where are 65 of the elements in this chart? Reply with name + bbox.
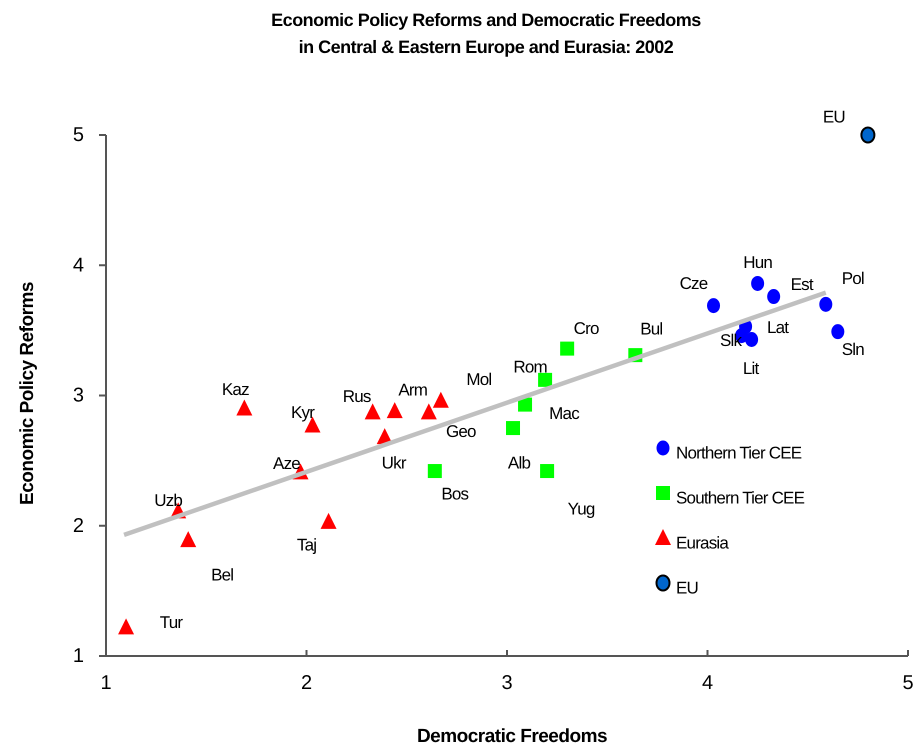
legend-label: Northern Tier CEE	[676, 444, 802, 462]
x-tick-label: 2	[300, 672, 312, 694]
point	[420, 403, 437, 420]
point	[118, 618, 134, 634]
data-label: Pol	[842, 268, 864, 288]
data-label: Kaz	[222, 380, 250, 400]
data-label: Alb	[508, 454, 530, 473]
point	[236, 400, 252, 416]
y-tick-label: 3	[72, 384, 84, 406]
point	[767, 289, 780, 304]
data-label: Bel	[211, 566, 234, 585]
y-axis-title: Economic Policy Reforms	[17, 282, 38, 505]
chart-title: Economic Policy Reforms and Democratic Freedoms in Central & Eastern Europe and Eurasia: 2002	[271, 10, 702, 57]
data-label: Mac	[549, 404, 580, 424]
data-label: Ukr	[382, 454, 407, 473]
x-tick-label: 1	[100, 672, 112, 694]
data-label: Lit	[742, 358, 760, 378]
point	[364, 403, 381, 420]
data-label: Cze	[680, 274, 708, 294]
data-label: Geo	[446, 422, 476, 441]
point	[540, 464, 554, 478]
data-label: Lat	[766, 318, 790, 337]
y-tick-label: 4	[72, 254, 84, 276]
point	[506, 421, 520, 436]
point	[428, 464, 442, 478]
data-label: Mol	[466, 370, 492, 390]
data-label: Bul	[640, 320, 662, 339]
legend-label: EU	[676, 578, 698, 598]
point	[180, 531, 196, 548]
data-label: Aze	[273, 454, 300, 473]
point	[860, 126, 876, 144]
point	[707, 298, 720, 314]
x-tick-label: 4	[702, 672, 714, 694]
data-label: Taj	[296, 535, 316, 554]
data-label: Rom	[513, 357, 548, 376]
data-label: Hun	[743, 252, 772, 272]
data-label: Slk	[720, 331, 742, 350]
y-tick-label: 5	[72, 124, 84, 146]
point	[432, 392, 449, 408]
legend-label: Southern Tier CEE	[676, 488, 805, 508]
point	[819, 296, 832, 312]
data-label: EU	[822, 108, 845, 126]
data-label: Uzb	[154, 490, 182, 510]
x-tick-label: 3	[501, 672, 513, 694]
y-tick-label: 1	[72, 645, 84, 667]
point	[831, 324, 844, 340]
data-label: Bos	[441, 484, 469, 504]
data-label: Rus	[342, 386, 371, 406]
data-label: Kyr	[290, 402, 316, 422]
point	[386, 402, 403, 418]
point	[320, 512, 337, 529]
y-tick-label: 2	[72, 514, 84, 537]
point	[745, 332, 758, 347]
data-label: Tur	[160, 612, 184, 632]
point	[560, 342, 574, 356]
x-tick-label: 5	[902, 672, 914, 694]
x-axis-title: Democratic Freedoms	[416, 726, 608, 747]
data-label: Arm	[398, 380, 428, 400]
data-label: Yug	[568, 500, 595, 519]
data-label: Est	[790, 275, 814, 294]
point	[751, 276, 764, 291]
point	[538, 372, 552, 387]
data-label: Sln	[842, 340, 864, 360]
data-label: Cro	[574, 319, 599, 338]
legend-label: Eurasia	[676, 534, 730, 552]
